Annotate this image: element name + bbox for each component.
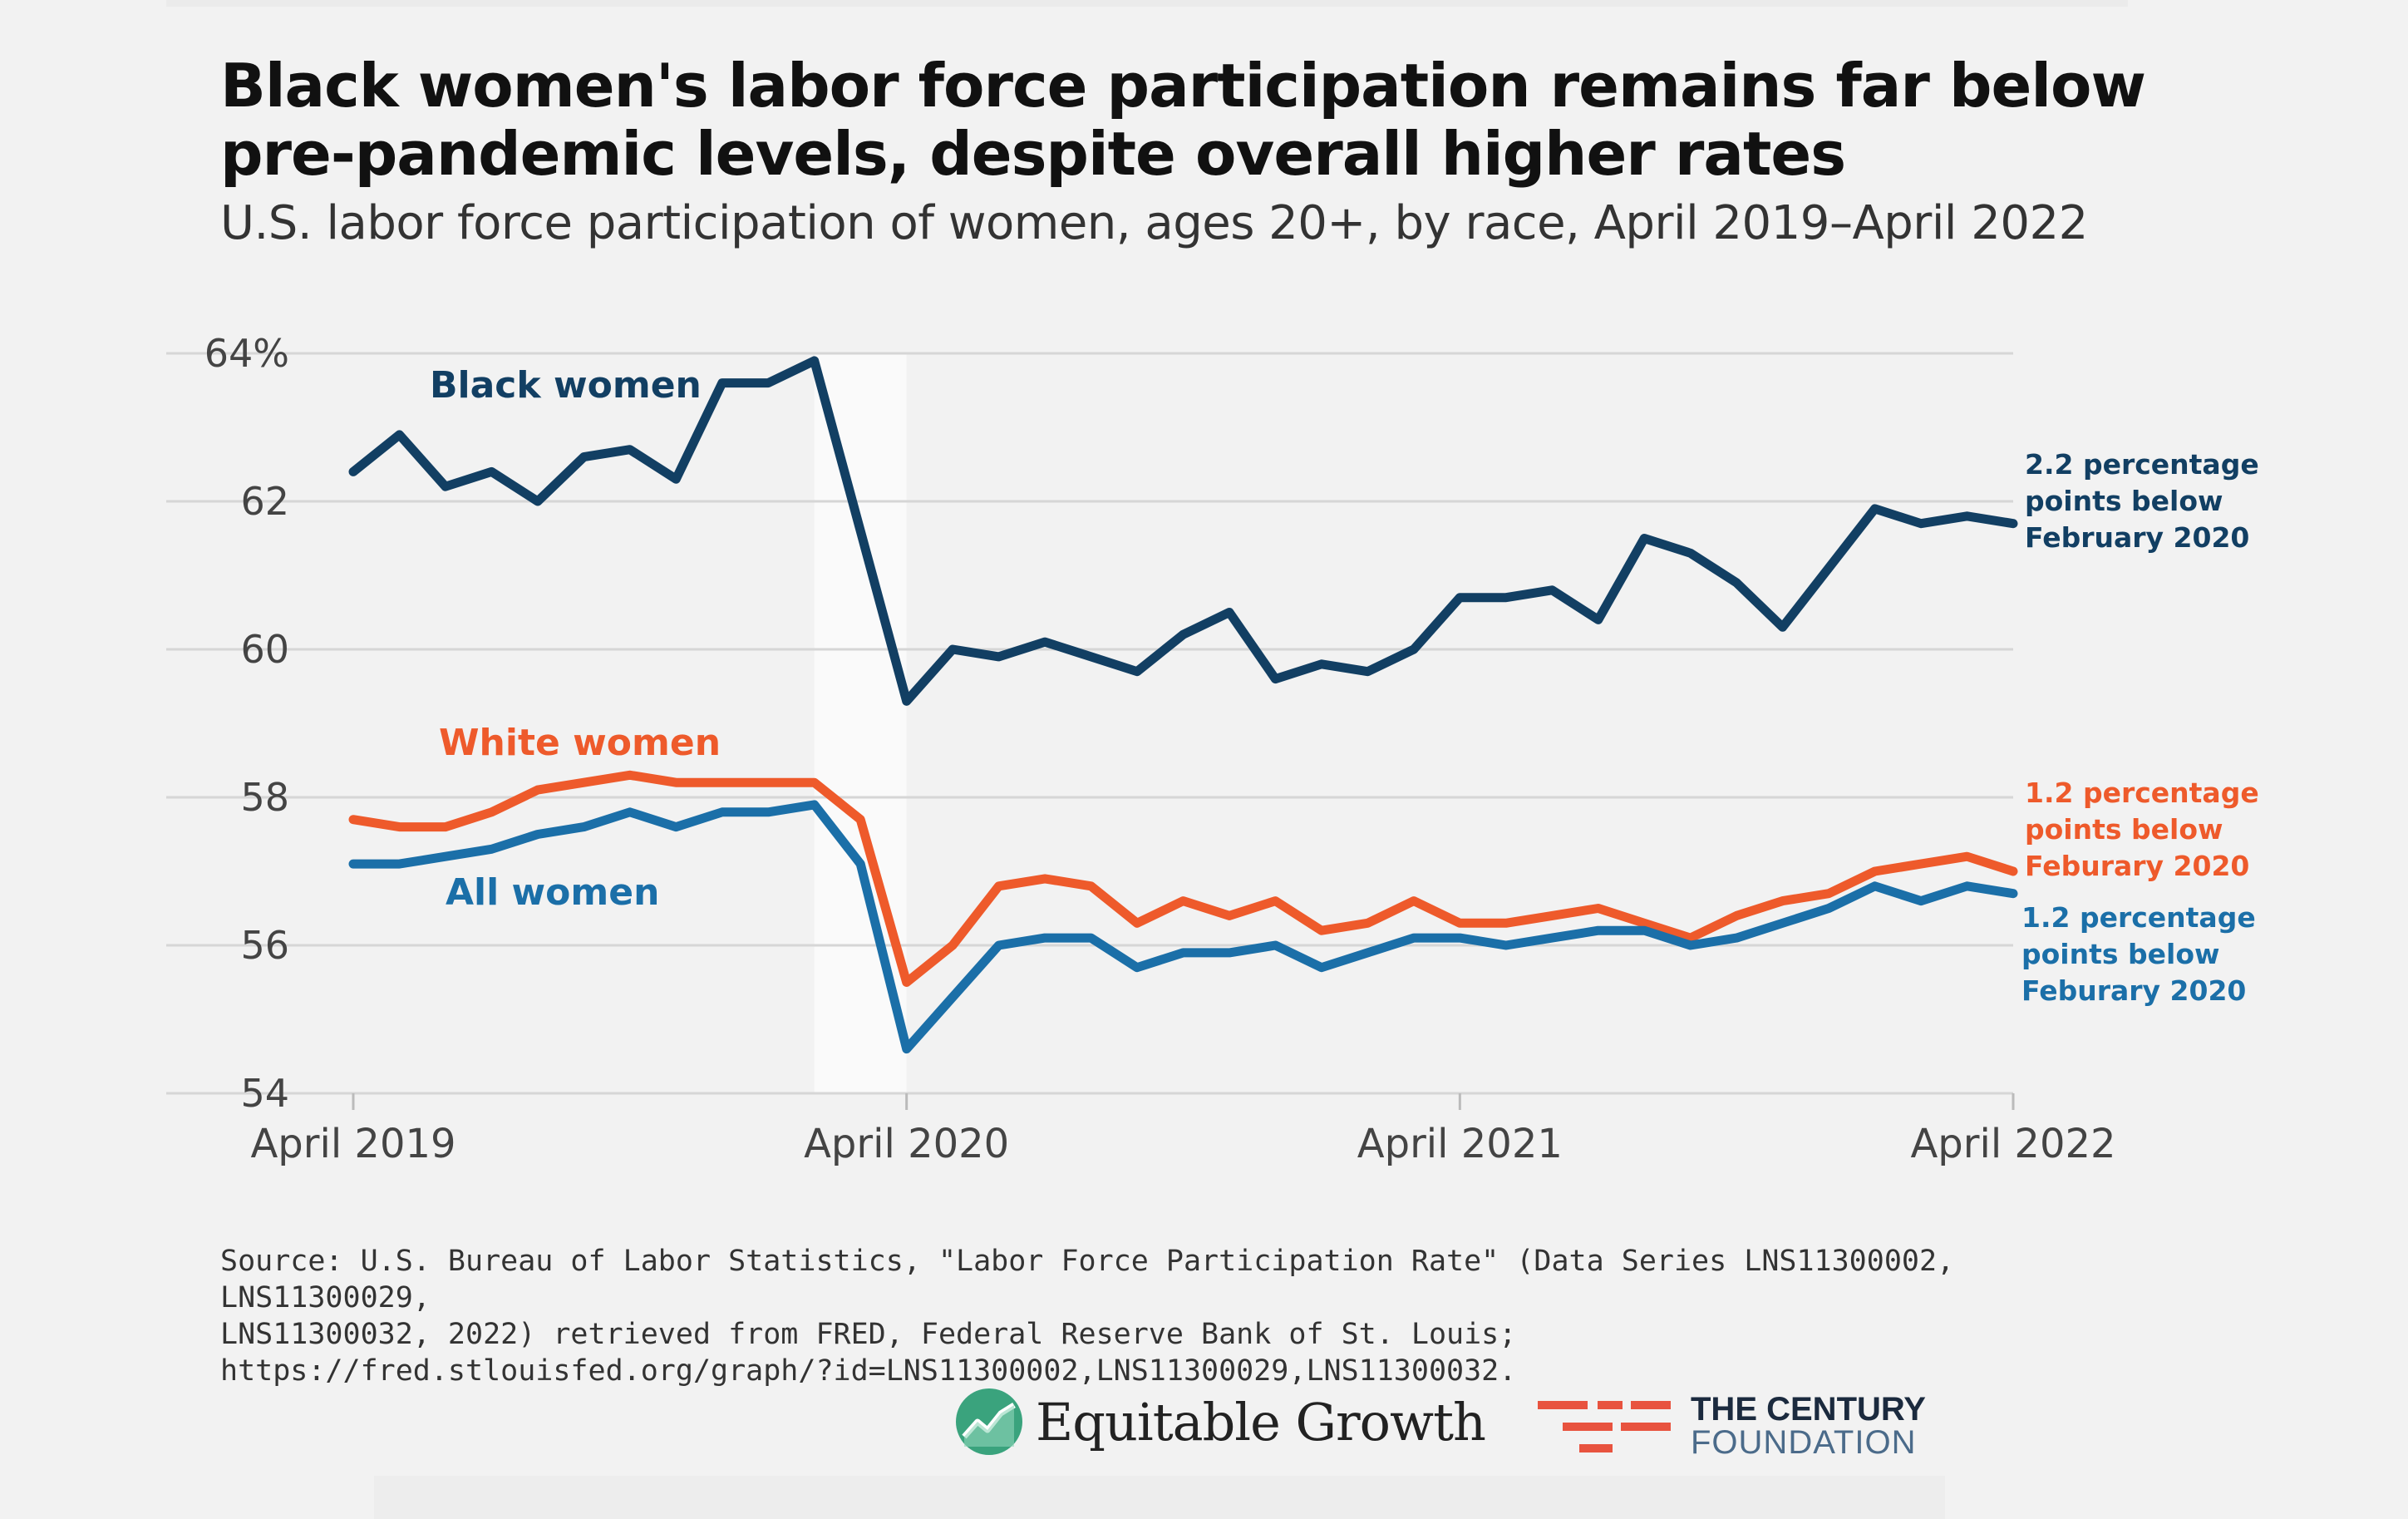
series-label-all-women: All women [446,871,659,914]
equitable-growth-name: Equitable Growth [1036,1391,1486,1452]
annotation-black-women-line-2: points below [2025,485,2223,517]
series-line-white-women [348,770,2018,987]
annotation-black-women-line-3: February 2020 [2025,521,2249,554]
top-band [166,0,2128,7]
annotation-all-women-line-2: points below [2021,938,2219,970]
x-tick-label-3: April 2022 [1910,1121,2115,1167]
title-line-1: Black women's labor force participation … [220,51,2146,121]
equitable-growth-mark-icon [956,1388,1022,1455]
source-note: Source: U.S. Bureau of Labor Statistics,… [220,1243,2132,1389]
footer-band [374,1476,1945,1519]
line-chart: 54 56 58 60 62 64% April 2019 April 2020 April 2… [166,331,2259,1167]
y-tick-label-64: 64% [204,331,289,376]
source-line-3: https://fred.stlouisfed.org/graph/?id=LN… [220,1354,1517,1388]
annotation-white-women-line-3: Feburary 2020 [2025,850,2249,882]
y-tick-label-62: 62 [240,479,289,524]
x-tick-label-2: April 2021 [1357,1121,1563,1167]
century-foundation-logo: THE CENTURY FOUNDATION [1538,1388,1926,1463]
chart-subtitle: U.S. labor force participation of women,… [220,196,2088,250]
annotation-white-women-line-1: 1.2 percentage [2025,777,2259,809]
equitable-growth-logo: Equitable Growth [956,1384,1486,1459]
annotation-black-women-line-1: 2.2 percentage [2025,448,2259,481]
x-tick-label-1: April 2020 [804,1121,1009,1167]
century-foundation-bars-icon [1538,1394,1671,1457]
series-line-black-women [348,356,2018,706]
annotation-white-women-line-2: points below [2025,813,2223,846]
y-tick-label-56: 56 [240,923,289,968]
chart-title: Black women's labor force participation … [220,52,2298,188]
source-line-1: Source: U.S. Bureau of Labor Statistics,… [220,1245,1955,1314]
century-foundation-line-1: THE CENTURY [1691,1391,1926,1428]
series-label-black-women: Black women [430,364,702,407]
x-tick-label-0: April 2019 [250,1121,456,1167]
source-line-2: LNS11300032, 2022) retrieved from FRED, … [220,1318,1517,1351]
annotation-all-women-line-1: 1.2 percentage [2021,901,2256,934]
y-tick-label-58: 58 [240,775,289,820]
series-label-white-women: White women [439,722,721,764]
y-tick-label-54: 54 [240,1071,289,1116]
title-line-2: pre-pandemic levels, despite overall hig… [220,119,1846,189]
annotation-all-women-line-3: Feburary 2020 [2021,974,2246,1007]
century-foundation-line-2: FOUNDATION [1691,1424,1917,1461]
series-line-all-women [348,800,2018,1054]
y-tick-label-60: 60 [240,627,289,672]
